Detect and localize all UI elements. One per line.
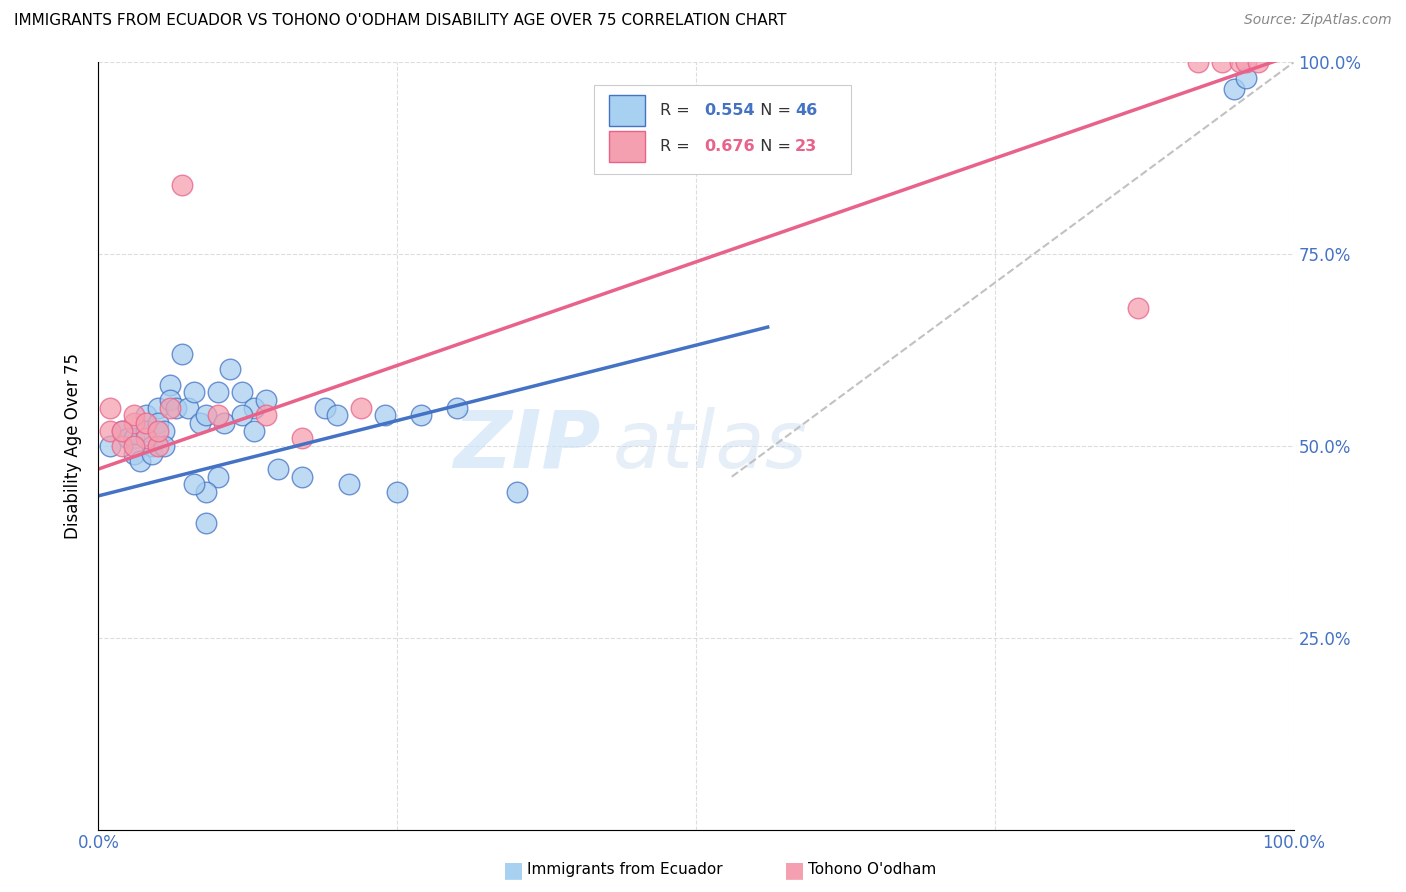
Point bbox=[446, 401, 468, 415]
Point bbox=[177, 401, 200, 415]
Text: R =: R = bbox=[661, 103, 695, 119]
Point bbox=[254, 392, 277, 407]
Text: 0.676: 0.676 bbox=[704, 139, 755, 154]
Point bbox=[1223, 82, 1246, 96]
Point bbox=[291, 431, 314, 445]
Text: ZIP: ZIP bbox=[453, 407, 600, 485]
Point bbox=[148, 416, 170, 430]
Point bbox=[350, 401, 373, 415]
Point bbox=[141, 447, 163, 461]
Point bbox=[135, 409, 157, 423]
Point bbox=[159, 392, 181, 407]
Point bbox=[243, 424, 266, 438]
Point bbox=[326, 409, 349, 423]
Point bbox=[385, 485, 409, 500]
Text: Tohono O'odham: Tohono O'odham bbox=[808, 863, 936, 877]
Text: Immigrants from Ecuador: Immigrants from Ecuador bbox=[527, 863, 723, 877]
Point bbox=[124, 409, 146, 423]
Point bbox=[153, 424, 176, 438]
Text: 23: 23 bbox=[796, 139, 817, 154]
Point bbox=[111, 424, 134, 438]
Point bbox=[231, 409, 253, 423]
Text: ■: ■ bbox=[785, 860, 804, 880]
Point bbox=[159, 377, 181, 392]
Point bbox=[291, 469, 314, 483]
Point bbox=[159, 401, 181, 415]
Point bbox=[315, 401, 337, 415]
Point bbox=[267, 462, 290, 476]
Point bbox=[148, 424, 170, 438]
Point bbox=[1187, 55, 1209, 70]
Point bbox=[1234, 70, 1257, 85]
Point bbox=[1128, 301, 1150, 315]
Point bbox=[219, 362, 242, 376]
Point bbox=[254, 409, 277, 423]
Text: 46: 46 bbox=[796, 103, 817, 119]
Point bbox=[148, 401, 170, 415]
Text: 0.554: 0.554 bbox=[704, 103, 755, 119]
Point bbox=[141, 439, 163, 453]
Point bbox=[124, 439, 146, 453]
Point bbox=[153, 439, 176, 453]
Point bbox=[506, 485, 529, 500]
Text: IMMIGRANTS FROM ECUADOR VS TOHONO O'ODHAM DISABILITY AGE OVER 75 CORRELATION CHA: IMMIGRANTS FROM ECUADOR VS TOHONO O'ODHA… bbox=[14, 13, 786, 29]
Point bbox=[195, 409, 218, 423]
Point bbox=[195, 485, 218, 500]
Point bbox=[411, 409, 433, 423]
Point bbox=[1247, 55, 1270, 70]
Point bbox=[148, 439, 170, 453]
Point bbox=[98, 424, 122, 438]
Point bbox=[98, 439, 122, 453]
Point bbox=[207, 409, 229, 423]
Y-axis label: Disability Age Over 75: Disability Age Over 75 bbox=[65, 353, 83, 539]
Point bbox=[195, 516, 218, 530]
Point bbox=[243, 401, 266, 415]
Point bbox=[183, 385, 205, 400]
Point bbox=[124, 416, 146, 430]
Point bbox=[212, 416, 235, 430]
Point bbox=[1211, 55, 1233, 70]
Point bbox=[111, 424, 134, 438]
Point bbox=[124, 431, 146, 445]
Point bbox=[124, 447, 146, 461]
Point bbox=[188, 416, 211, 430]
Point bbox=[98, 401, 122, 415]
Text: atlas: atlas bbox=[613, 407, 807, 485]
FancyBboxPatch shape bbox=[595, 86, 852, 174]
Text: N =: N = bbox=[749, 103, 796, 119]
Point bbox=[207, 385, 229, 400]
Point bbox=[135, 416, 157, 430]
Point bbox=[374, 409, 396, 423]
Point bbox=[135, 431, 157, 445]
Text: R =: R = bbox=[661, 139, 695, 154]
Point bbox=[165, 401, 187, 415]
Point bbox=[1229, 55, 1251, 70]
FancyBboxPatch shape bbox=[609, 95, 644, 126]
Point bbox=[183, 477, 205, 491]
Point bbox=[1234, 55, 1257, 70]
Text: ■: ■ bbox=[503, 860, 523, 880]
FancyBboxPatch shape bbox=[609, 131, 644, 162]
Point bbox=[339, 477, 361, 491]
Point bbox=[129, 454, 152, 468]
Point bbox=[207, 469, 229, 483]
Point bbox=[135, 424, 157, 438]
Point bbox=[117, 431, 139, 445]
Point bbox=[172, 347, 194, 361]
Point bbox=[111, 439, 134, 453]
Text: Source: ZipAtlas.com: Source: ZipAtlas.com bbox=[1244, 13, 1392, 28]
Point bbox=[231, 385, 253, 400]
Point bbox=[172, 178, 194, 193]
Text: N =: N = bbox=[749, 139, 796, 154]
